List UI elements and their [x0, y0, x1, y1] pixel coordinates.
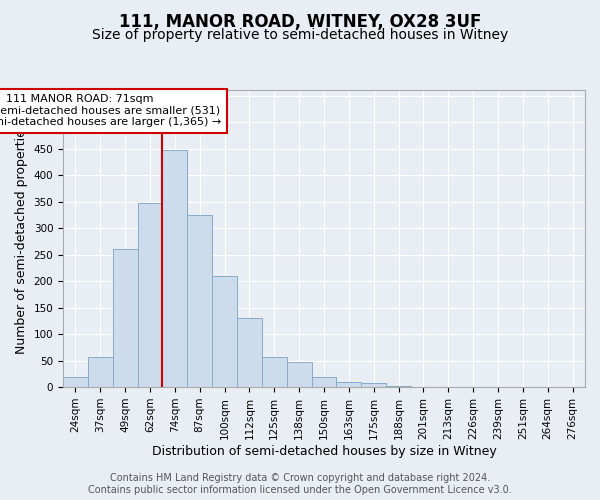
Text: 111, MANOR ROAD, WITNEY, OX28 3UF: 111, MANOR ROAD, WITNEY, OX28 3UF [119, 12, 481, 30]
Text: 111 MANOR ROAD: 71sqm
← 28% of semi-detached houses are smaller (531)
71% of sem: 111 MANOR ROAD: 71sqm ← 28% of semi-deta… [0, 94, 221, 128]
Bar [88, 357, 113, 387]
Bar [287, 362, 311, 387]
Bar [311, 376, 337, 387]
Bar [337, 382, 361, 387]
Bar [63, 376, 88, 387]
Y-axis label: Number of semi-detached properties: Number of semi-detached properties [15, 123, 28, 354]
Text: Contains HM Land Registry data © Crown copyright and database right 2024.
Contai: Contains HM Land Registry data © Crown c… [88, 474, 512, 495]
Bar [137, 203, 163, 387]
Bar [163, 150, 187, 387]
Text: Size of property relative to semi-detached houses in Witney: Size of property relative to semi-detach… [92, 28, 508, 42]
Bar [436, 386, 461, 387]
Bar [237, 318, 262, 387]
Bar [386, 386, 411, 387]
Bar [361, 384, 386, 387]
Bar [262, 357, 287, 387]
Bar [113, 250, 137, 387]
X-axis label: Distribution of semi-detached houses by size in Witney: Distribution of semi-detached houses by … [152, 444, 496, 458]
Bar [411, 386, 436, 387]
Bar [187, 215, 212, 387]
Bar [212, 276, 237, 387]
